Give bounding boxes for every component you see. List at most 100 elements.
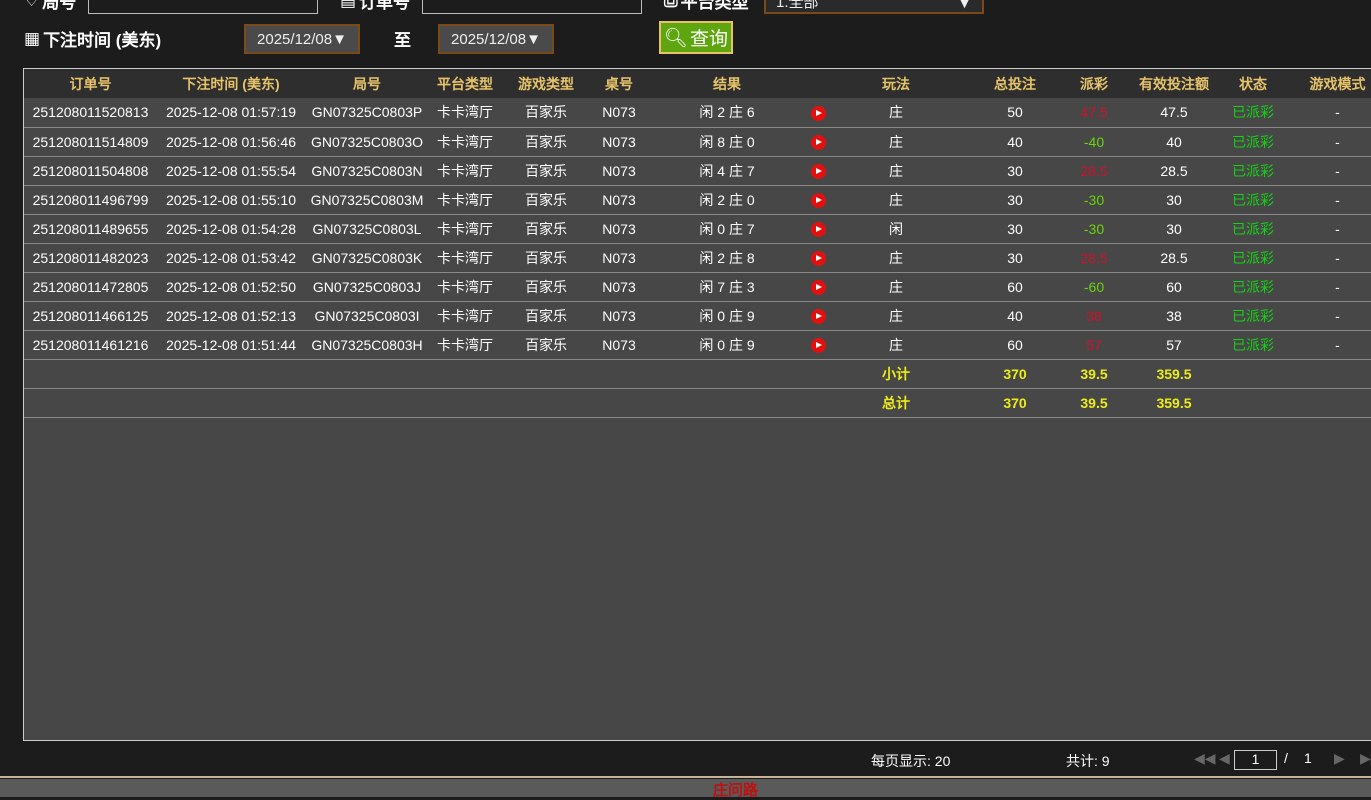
play-video-icon[interactable] xyxy=(810,105,826,121)
cell xyxy=(305,388,429,418)
last-page-icon[interactable]: ▶▶ xyxy=(1360,750,1371,766)
platform-label-text: 平台类型 xyxy=(680,0,749,12)
heart-icon: ♡ xyxy=(24,0,40,10)
cell-platform: 卡卡湾厅 xyxy=(429,156,501,186)
cell-bet: 30 xyxy=(963,243,1067,273)
cell-round: GN07325C0803L xyxy=(305,214,429,244)
play-video-icon[interactable] xyxy=(810,250,826,266)
play-video-icon[interactable] xyxy=(810,192,826,208)
cell-order: 251208011496799 xyxy=(24,185,157,215)
cell-table: N073 xyxy=(591,156,647,186)
cell-payout: 28.5 xyxy=(1067,156,1121,186)
column-header: 结果 xyxy=(647,69,807,98)
cell xyxy=(591,359,647,389)
cell-table: N073 xyxy=(591,127,647,157)
play-video-icon[interactable] xyxy=(810,308,826,324)
background-game-area: 庄问路 xyxy=(0,779,1371,799)
cell-bet: 30 xyxy=(963,214,1067,244)
total-valid: 359.5 xyxy=(1121,388,1227,418)
play-video-icon[interactable] xyxy=(810,337,826,353)
prev-page-icon[interactable]: ◀ xyxy=(1219,750,1230,766)
platform-select[interactable]: 1.全部 ▼ xyxy=(764,0,984,14)
cell-valid: 30 xyxy=(1121,185,1227,215)
cell-round: GN07325C0803H xyxy=(305,330,429,360)
cell-valid: 28.5 xyxy=(1121,156,1227,186)
table-row[interactable]: 251208011514809 2025-12-08 01:56:46 GN0732… xyxy=(24,127,1371,157)
printer-icon: ⎙ xyxy=(664,0,678,10)
first-page-icon[interactable]: ◀◀ xyxy=(1194,750,1216,766)
round-input[interactable] xyxy=(88,0,318,14)
table-row[interactable]: 251208011466125 2025-12-08 01:52:13 GN0732… xyxy=(24,301,1371,331)
cell-result: 闲 2 庄 0 xyxy=(647,185,807,215)
page-separator: / xyxy=(1284,750,1288,766)
cell xyxy=(501,359,591,389)
subtotal-label: 小计 xyxy=(829,359,963,389)
cell-time: 2025-12-08 01:56:46 xyxy=(157,127,305,157)
column-header: 游戏类型 xyxy=(501,69,591,98)
table-row[interactable]: 251208011472805 2025-12-08 01:52:50 GN0732… xyxy=(24,272,1371,302)
cell-bet: 40 xyxy=(963,127,1067,157)
cell-round: GN07325C0803I xyxy=(305,301,429,331)
table-row[interactable]: 251208011461216 2025-12-08 01:51:44 GN0732… xyxy=(24,330,1371,360)
cell-game: 百家乐 xyxy=(501,156,591,186)
play-video-icon[interactable] xyxy=(810,279,826,295)
cell-time: 2025-12-08 01:52:50 xyxy=(157,272,305,302)
cell-status: 已派彩 xyxy=(1227,330,1279,360)
table-row[interactable]: 251208011496799 2025-12-08 01:55:10 GN0732… xyxy=(24,185,1371,215)
cell-valid: 30 xyxy=(1121,214,1227,244)
cell-status: 已派彩 xyxy=(1227,98,1279,128)
total-pages: 1 xyxy=(1304,750,1312,766)
total-count: 共计: 9 xyxy=(1066,753,1110,769)
table-row[interactable]: 251208011482023 2025-12-08 01:53:42 GN0732… xyxy=(24,243,1371,273)
cell-play: 庄 xyxy=(829,98,963,128)
cell-payout: 38 xyxy=(1067,301,1121,331)
cell-play: 庄 xyxy=(829,330,963,360)
cell-status: 已派彩 xyxy=(1227,243,1279,273)
total-label: 总计 xyxy=(829,388,963,418)
cell-payout: 28.5 xyxy=(1067,243,1121,273)
query-button[interactable]: 🔍︎ 查询 xyxy=(659,21,733,54)
cell-order: 251208011520813 xyxy=(24,98,157,128)
play-video-icon[interactable] xyxy=(810,134,826,150)
cell-time: 2025-12-08 01:57:19 xyxy=(157,98,305,128)
total-payout: 39.5 xyxy=(1067,388,1121,418)
round-label: ♡ 局号 xyxy=(24,0,76,13)
next-page-icon[interactable]: ▶ xyxy=(1334,750,1345,766)
date-from-picker[interactable]: 2025/12/08 ▼ xyxy=(244,24,360,54)
cell-mode: - xyxy=(1279,98,1371,128)
cell-valid: 57 xyxy=(1121,330,1227,360)
table-row[interactable]: 251208011489655 2025-12-08 01:54:28 GN0732… xyxy=(24,214,1371,244)
play-video-icon[interactable] xyxy=(810,221,826,237)
platform-label: ⎙ 平台类型 xyxy=(664,0,749,13)
cell-mode: - xyxy=(1279,243,1371,273)
table-header: 订单号 下注时间 (美东) 局号 平台类型 游戏类型 桌号 结果 玩法 总投注 派彩 有效投注额 状态… xyxy=(24,69,1371,98)
table-row[interactable]: 251208011520813 2025-12-08 01:57:19 GN0732… xyxy=(24,98,1371,128)
table-row[interactable]: 251208011504808 2025-12-08 01:55:54 GN0732… xyxy=(24,156,1371,186)
column-header: 桌号 xyxy=(591,69,647,98)
replay-cell xyxy=(807,98,829,128)
cell-time: 2025-12-08 01:51:44 xyxy=(157,330,305,360)
cell-bet: 30 xyxy=(963,185,1067,215)
cell-mode: - xyxy=(1279,214,1371,244)
cell-game: 百家乐 xyxy=(501,301,591,331)
cell-mode: - xyxy=(1279,272,1371,302)
cell-result: 闲 0 庄 7 xyxy=(647,214,807,244)
cell-payout: -40 xyxy=(1067,127,1121,157)
cell-round: GN07325C0803M xyxy=(305,185,429,215)
document-icon: ▤ xyxy=(340,0,357,10)
cell-result: 闲 0 庄 9 xyxy=(647,301,807,331)
order-input[interactable] xyxy=(422,0,642,14)
cell-time: 2025-12-08 01:54:28 xyxy=(157,214,305,244)
cell-result: 闲 7 庄 3 xyxy=(647,272,807,302)
cell-mode: - xyxy=(1279,301,1371,331)
replay-cell xyxy=(807,330,829,360)
cell xyxy=(157,359,305,389)
cell-status: 已派彩 xyxy=(1227,272,1279,302)
cell-game: 百家乐 xyxy=(501,98,591,128)
cell-valid: 38 xyxy=(1121,301,1227,331)
page-input[interactable]: 1 xyxy=(1234,750,1277,770)
play-video-icon[interactable] xyxy=(810,163,826,179)
date-to-picker[interactable]: 2025/12/08 ▼ xyxy=(438,24,554,54)
column-header: 派彩 xyxy=(1067,69,1121,98)
cell-bet: 30 xyxy=(963,156,1067,186)
